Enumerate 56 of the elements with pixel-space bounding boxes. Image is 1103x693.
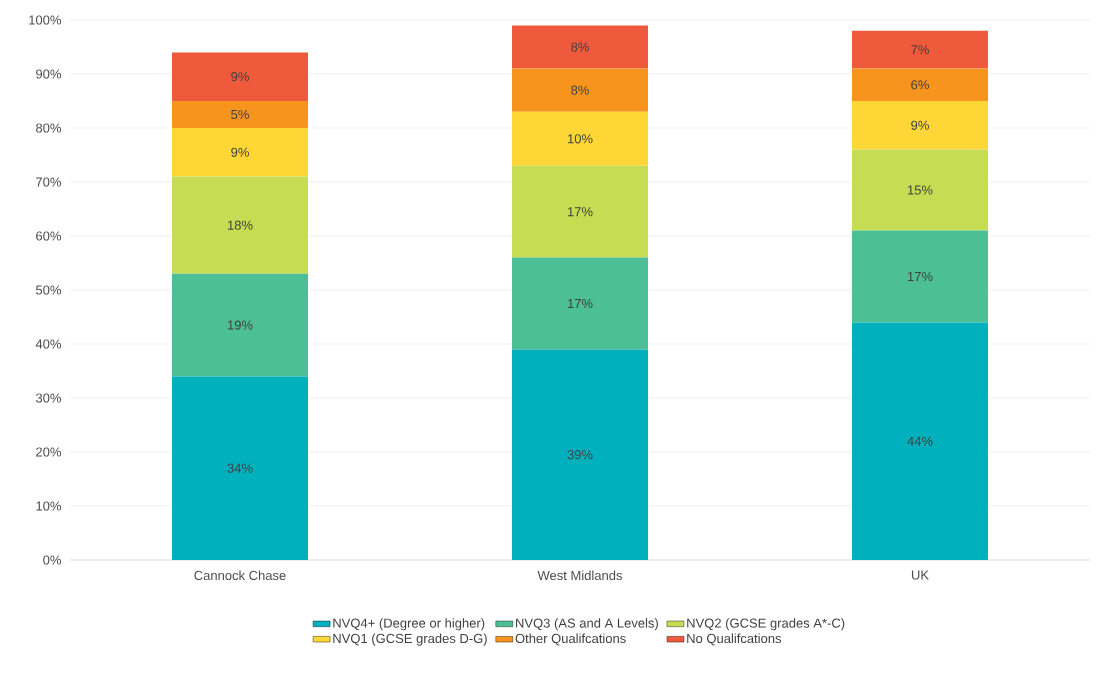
- legend-label: NVQ4+ (Degree or higher): [333, 618, 485, 631]
- data-label: 9%: [231, 72, 249, 82]
- bar: [511, 111, 648, 166]
- y-tick-label: 80%: [36, 123, 62, 133]
- y-tick-label: 40%: [35, 339, 62, 349]
- data-label: 34%: [227, 463, 253, 473]
- y-tick-label: 10%: [36, 501, 62, 511]
- data-label: 10%: [567, 134, 593, 144]
- data-label: 9%: [231, 147, 249, 157]
- bar: [172, 176, 308, 274]
- y-tick-label: 90%: [36, 69, 62, 79]
- data-label: 17%: [567, 298, 593, 309]
- bar: [511, 165, 648, 258]
- x-tick-label: Cannock Chase: [194, 570, 286, 581]
- bar: [851, 149, 988, 231]
- y-tick-label: 70%: [36, 177, 62, 187]
- bar: [172, 376, 308, 560]
- data-label: 17%: [907, 271, 933, 282]
- y-tick-label: 50%: [35, 285, 62, 295]
- data-label: 17%: [567, 207, 593, 217]
- legend-label: NVQ1 (GCSE grades D-G): [333, 633, 487, 646]
- bar: [511, 349, 648, 560]
- y-tick-label: 20%: [36, 447, 62, 457]
- data-label: 8%: [571, 85, 589, 95]
- data-label: 39%: [567, 450, 593, 460]
- bar: [851, 100, 988, 150]
- x-tick-label: UK: [911, 570, 929, 580]
- bar: [511, 257, 648, 350]
- bar: [172, 100, 308, 128]
- data-label: 19%: [227, 320, 253, 330]
- bar: [511, 25, 648, 69]
- x-tick-label: West Midlands: [537, 570, 623, 581]
- legend-label: Other Qualifcations: [515, 633, 626, 646]
- data-label: 6%: [911, 80, 929, 90]
- data-label: 44%: [907, 436, 933, 446]
- y-tick-label: 30%: [35, 393, 62, 403]
- y-tick-label: 60%: [36, 231, 62, 241]
- data-label: 18%: [227, 220, 253, 230]
- bar: [172, 273, 308, 377]
- y-tick-label: 100%: [29, 15, 61, 25]
- bar: [851, 322, 988, 560]
- y-tick-label: 0%: [43, 555, 62, 565]
- data-label: 8%: [571, 42, 589, 52]
- data-label: 7%: [911, 45, 929, 55]
- bar: [511, 68, 648, 112]
- data-label: 15%: [907, 185, 933, 195]
- legend-label: NVQ3 (AS and A Levels): [516, 618, 658, 631]
- bar: [172, 127, 308, 177]
- data-label: 5%: [231, 109, 249, 120]
- bar: [851, 30, 988, 69]
- legend-label: NVQ2 (GCSE grades A*-C): [687, 618, 845, 631]
- data-label: 9%: [911, 120, 929, 130]
- legend-label: No Qualifcations: [687, 633, 782, 646]
- bar: [172, 52, 308, 101]
- bar: [851, 68, 988, 101]
- bar: [851, 230, 988, 323]
